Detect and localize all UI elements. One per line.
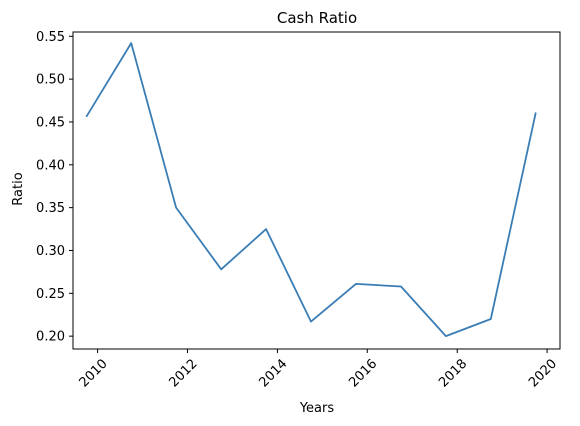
chart-title: Cash Ratio (277, 9, 357, 27)
y-tick-label: 0.45 (36, 115, 65, 130)
y-axis-label: Ratio (11, 172, 26, 205)
x-axis-label: Years (299, 401, 335, 416)
x-tick-label: 2014 (256, 356, 290, 390)
y-tick-label: 0.55 (36, 30, 65, 45)
y-tick-label: 0.40 (36, 158, 65, 173)
plot-frame (72, 31, 561, 350)
x-tick-label: 2018 (436, 356, 470, 390)
x-axis-ticks: 2010 2012 2014 2016 2018 2020 (77, 349, 560, 390)
x-tick-label: 2016 (346, 356, 380, 390)
plot-area (72, 31, 561, 350)
series-layer (85, 42, 537, 338)
x-tick-label: 2020 (526, 356, 560, 390)
y-tick-label: 0.30 (36, 244, 65, 259)
y-axis-ticks: 0.20 0.25 0.30 0.35 0.40 0.45 0.50 0.55 (36, 30, 73, 345)
y-tick-label: 0.20 (36, 330, 65, 345)
x-tick-label: 2010 (77, 356, 111, 390)
y-tick-label: 0.50 (36, 73, 65, 88)
y-tick-label: 0.35 (36, 201, 65, 216)
series-line (85, 42, 537, 338)
x-tick-label: 2012 (166, 356, 200, 390)
y-tick-label: 0.25 (36, 287, 65, 302)
